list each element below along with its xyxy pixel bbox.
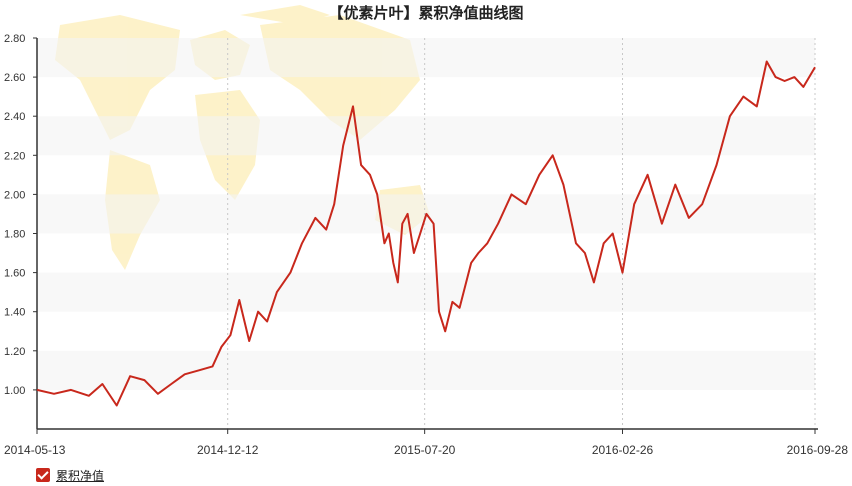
- grid-band: [37, 116, 815, 156]
- y-tick-label: 1.60: [4, 268, 25, 280]
- x-tick-label: 2014-12-12: [197, 443, 259, 457]
- x-tick-label: 2016-02-26: [592, 443, 654, 457]
- grid-band: [37, 38, 815, 78]
- y-tick-label: 2.00: [4, 189, 25, 201]
- x-tick-label: 2016-09-28: [787, 443, 849, 457]
- x-tick-label: 2015-07-20: [394, 443, 456, 457]
- chart-title: 【优素片叶】累积净值曲线图: [328, 4, 523, 22]
- y-tick-label: 1.20: [4, 346, 25, 358]
- y-tick-label: 2.40: [4, 111, 25, 123]
- series-line-nav: [36, 60, 816, 407]
- legend-checkbox[interactable]: [36, 468, 50, 482]
- grid-band: [37, 272, 815, 312]
- grid-bands: [37, 38, 815, 390]
- y-tick-label: 2.60: [4, 72, 25, 84]
- legend-label[interactable]: 累积净值: [56, 468, 105, 483]
- vertical-grid: [227, 38, 816, 429]
- y-tick-label: 1.00: [4, 385, 25, 397]
- y-tick-label: 1.80: [4, 229, 25, 241]
- legend-item[interactable]: 累积净值: [36, 466, 104, 484]
- y-tick-label: 2.80: [4, 33, 25, 45]
- x-tick-labels: 2014-05-13 2014-12-12 2015-07-20 2016-02-26…: [4, 429, 848, 457]
- y-tick-labels: 1.00 1.20 1.40 1.60 1.80 2.00 2.20 2.40 2.60 2.80: [4, 33, 37, 397]
- x-tick-label: 2014-05-13: [4, 443, 66, 457]
- y-tick-label: 1.40: [4, 307, 25, 319]
- y-tick-label: 2.20: [4, 150, 25, 162]
- grid-band: [37, 350, 815, 390]
